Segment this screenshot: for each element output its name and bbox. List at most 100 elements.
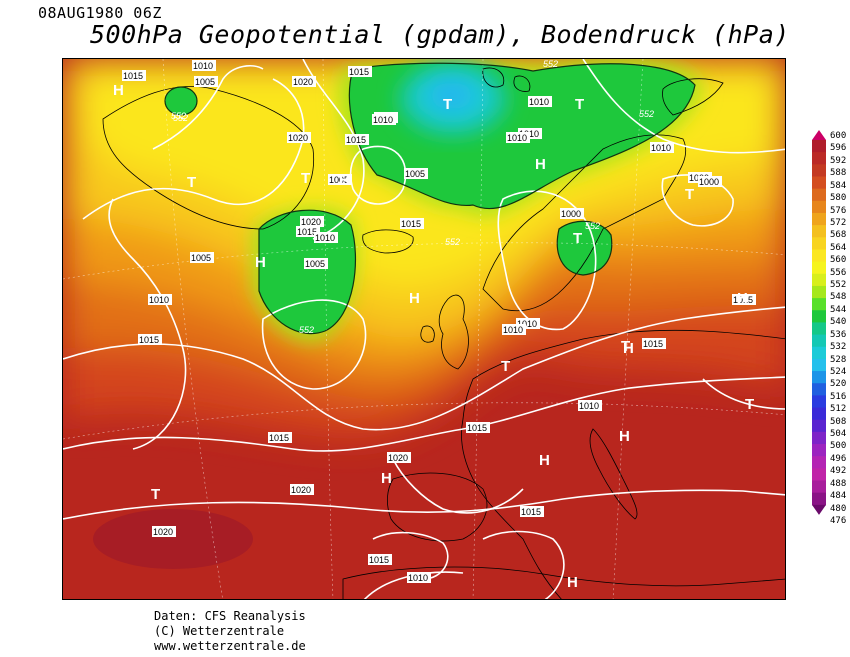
colorbar-tick-label: 476 bbox=[830, 516, 847, 526]
pressure-label-bg bbox=[300, 216, 324, 227]
geopotential-label: 552 bbox=[445, 237, 460, 247]
weather-map: 1015101010051020101010151020101510101010… bbox=[62, 58, 786, 600]
pressure-label-bg bbox=[304, 258, 328, 269]
colorbar-tick-label: 524 bbox=[830, 366, 847, 377]
pressure-label-bg bbox=[314, 232, 338, 243]
pressure-label-bg bbox=[190, 252, 214, 263]
pressure-label: 1000 bbox=[699, 177, 719, 187]
colorbar-swatch bbox=[812, 140, 826, 153]
pressure-label: 1010 bbox=[373, 115, 393, 125]
colorbar-tick-label: 504 bbox=[830, 429, 847, 440]
pressure-label: 1015 bbox=[346, 135, 366, 145]
colorbar-swatch bbox=[812, 480, 826, 494]
colorbar-tick-label: 576 bbox=[830, 205, 847, 216]
pressure-label-bg bbox=[387, 452, 411, 463]
pressure-label: 1020 bbox=[153, 527, 173, 537]
pressure-label-bg bbox=[328, 174, 352, 185]
pressure-label: 1005 bbox=[405, 169, 425, 179]
pressure-label: 1010 bbox=[517, 319, 537, 329]
geopotential-label: 552 bbox=[171, 111, 186, 121]
colorbar-swatch bbox=[812, 371, 826, 384]
high-pressure-marker: H bbox=[567, 574, 578, 591]
credits: Daten: CFS Reanalysis (C) Wetterzentrale… bbox=[154, 609, 306, 654]
pressure-label-bg bbox=[400, 218, 424, 229]
pressure-label: 1015 bbox=[643, 339, 663, 349]
colorbar-tick-label: 512 bbox=[830, 404, 847, 415]
high-pressure-marker: H bbox=[381, 470, 392, 487]
high-pressure-marker: H bbox=[539, 452, 550, 469]
pressure-label: 1005 bbox=[329, 175, 349, 185]
pressure-label: 1015 bbox=[467, 423, 487, 433]
pressure-label-bg bbox=[642, 338, 666, 349]
pressure-label: 1010 bbox=[579, 401, 599, 411]
high-pressure-marker: H bbox=[339, 172, 350, 189]
pressure-label-bg bbox=[520, 506, 544, 517]
geopotential-label: 552 bbox=[173, 113, 188, 123]
pressure-label: 1015 bbox=[297, 227, 317, 237]
colorbar-tick-label: 556 bbox=[830, 267, 847, 278]
pressure-label: 1010 bbox=[503, 325, 523, 335]
colorbar-swatch bbox=[812, 249, 826, 263]
pressure-label-bg bbox=[368, 554, 392, 565]
geopotential-label: 552 bbox=[299, 325, 314, 335]
colorbar-bottom-arrow bbox=[812, 504, 826, 515]
colorbar-tick-label: 492 bbox=[830, 466, 847, 477]
colorbar-tick-label: 596 bbox=[830, 143, 847, 154]
colorbar-swatch bbox=[812, 176, 826, 190]
pressure-label-bg bbox=[732, 294, 756, 305]
pressure-label: 1005 bbox=[305, 259, 325, 269]
graticule bbox=[63, 59, 785, 599]
pressure-label-bg bbox=[404, 168, 428, 179]
colorbar-swatch bbox=[812, 261, 826, 275]
colorbar-tick-label: 584 bbox=[830, 180, 847, 191]
low-pressure-marker: T bbox=[501, 358, 510, 375]
pressure-label: 1020 bbox=[291, 485, 311, 495]
pressure-label: 1010 bbox=[149, 295, 169, 305]
pressure-label-bg bbox=[560, 208, 584, 219]
colorbar-swatch bbox=[812, 200, 826, 214]
pressure-labels: 1015101010051020101010151020101510101010… bbox=[122, 60, 756, 583]
pressure-label: 1015 bbox=[401, 219, 421, 229]
high-pressure-marker: H bbox=[737, 290, 748, 307]
isobars bbox=[63, 59, 785, 599]
colorbar-swatch bbox=[812, 419, 826, 433]
high-pressure-marker: H bbox=[113, 82, 124, 99]
pressure-label-bg bbox=[516, 318, 540, 329]
trough-green-greenland bbox=[165, 87, 197, 115]
pressure-label-bg bbox=[345, 134, 369, 145]
low-pressure-marker: T bbox=[443, 96, 452, 113]
pressure-label-bg bbox=[698, 176, 722, 187]
colorbar-swatch bbox=[812, 444, 826, 457]
high-pressure-marker: H bbox=[619, 428, 630, 445]
pressure-label-bg bbox=[578, 400, 602, 411]
pressure-label: 1005 bbox=[191, 253, 211, 263]
pressure-label: 1010 bbox=[315, 233, 335, 243]
geopotential-552-contour bbox=[164, 62, 696, 335]
low-pressure-marker: T bbox=[621, 338, 630, 355]
pressure-label-bg bbox=[407, 572, 431, 583]
high-pressure-marker: H bbox=[409, 290, 420, 307]
colorbar-swatch bbox=[812, 346, 826, 360]
colorbar-swatch bbox=[812, 164, 826, 177]
colorbar-tick-label: 536 bbox=[830, 329, 847, 340]
pressure-label: 1015 bbox=[269, 433, 289, 443]
colorbar-swatch bbox=[812, 237, 826, 250]
pressure-label-bg bbox=[194, 76, 218, 87]
colorbar-tick-label: 560 bbox=[830, 255, 847, 266]
pressure-label-bg bbox=[290, 484, 314, 495]
pressure-label-bg bbox=[296, 226, 320, 237]
pressure-label-bg bbox=[528, 96, 552, 107]
pressure-label: 1005 bbox=[195, 77, 215, 87]
colorbar-swatch bbox=[812, 383, 826, 396]
pressure-label: 1010 bbox=[193, 61, 213, 71]
low-pressure-marker: T bbox=[573, 230, 582, 247]
colorbar-swatch bbox=[812, 395, 826, 409]
pressure-label: 1015 bbox=[733, 295, 753, 305]
pressure-label: 1020 bbox=[388, 453, 408, 463]
pressure-label: 1015 bbox=[349, 67, 369, 77]
colorbar-swatch bbox=[812, 298, 826, 311]
geopotential-label: 552 bbox=[585, 221, 600, 231]
pressure-label: 1015 bbox=[139, 335, 159, 345]
colorbar-swatch bbox=[812, 456, 826, 469]
